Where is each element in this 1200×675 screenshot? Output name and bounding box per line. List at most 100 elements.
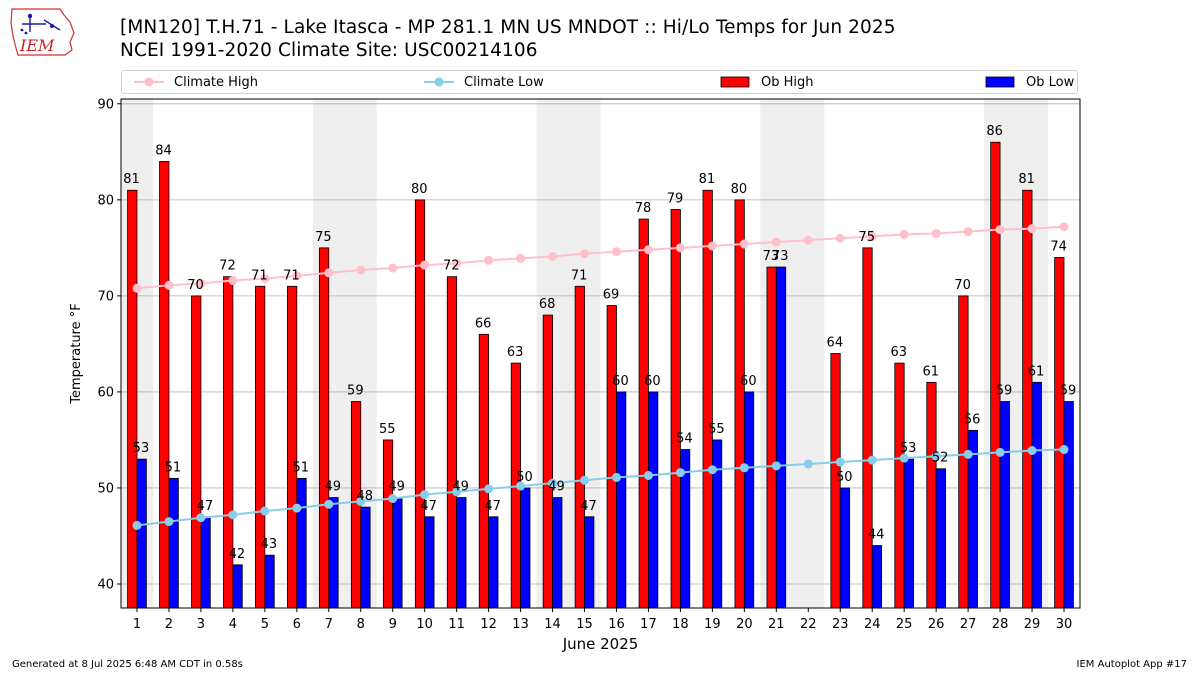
bar-ob-low-8 xyxy=(360,506,371,609)
legend-label-climate-high: Climate High xyxy=(174,75,259,90)
bar-ob-high-11 xyxy=(446,276,458,609)
label-ob-high-16: 69 xyxy=(603,287,620,302)
point-climate-high-20 xyxy=(739,239,749,249)
label-ob-low-5: 43 xyxy=(261,537,278,552)
label-ob-low-7: 49 xyxy=(324,480,341,495)
xtick-label-12: 12 xyxy=(480,617,497,632)
bar-ob-high-2 xyxy=(159,161,170,609)
label-ob-low-2: 51 xyxy=(165,460,182,475)
point-climate-high-29 xyxy=(1027,224,1037,234)
label-ob-high-2: 84 xyxy=(155,143,172,158)
bar-ob-low-2 xyxy=(168,477,179,609)
label-ob-low-23: 50 xyxy=(836,470,853,485)
xtick-label-2: 2 xyxy=(165,617,173,632)
xtick-label-19: 19 xyxy=(704,617,721,632)
ytick-label-60: 60 xyxy=(97,385,114,400)
point-climate-low-14 xyxy=(548,478,558,488)
legend-label-ob-high: Ob High xyxy=(761,75,814,90)
bar-ob-low-30 xyxy=(1063,401,1074,609)
point-climate-low-25 xyxy=(899,453,909,463)
label-ob-low-29: 61 xyxy=(1028,364,1045,379)
xtick-label-21: 21 xyxy=(768,617,785,632)
bar-ob-low-4 xyxy=(232,564,243,609)
xtick-label-13: 13 xyxy=(512,617,529,632)
point-climate-low-26 xyxy=(931,451,941,461)
label-ob-low-27: 56 xyxy=(964,412,981,427)
footer-generated-text: Generated at 8 Jul 2025 6:48 AM CDT in 0… xyxy=(12,659,243,670)
bar-ob-high-28 xyxy=(990,141,1001,609)
label-ob-high-6: 71 xyxy=(283,268,300,283)
point-climate-low-30 xyxy=(1059,445,1069,455)
point-climate-high-5 xyxy=(260,274,270,284)
bar-ob-high-19 xyxy=(702,189,713,609)
point-climate-high-28 xyxy=(995,225,1005,235)
xtick-label-17: 17 xyxy=(640,617,657,632)
point-climate-high-22 xyxy=(803,235,813,245)
label-ob-high-28: 86 xyxy=(986,124,1003,139)
label-ob-high-9: 55 xyxy=(379,422,396,437)
label-ob-low-24: 44 xyxy=(868,528,885,543)
label-ob-low-9: 49 xyxy=(388,480,405,495)
label-ob-low-25: 53 xyxy=(900,441,917,456)
y-axis-label: Temperature °F xyxy=(69,303,84,404)
label-ob-high-8: 59 xyxy=(347,384,364,399)
plot-frame xyxy=(120,98,1081,609)
point-climate-low-11 xyxy=(452,487,462,497)
ytick-label-50: 50 xyxy=(97,481,114,496)
bar-ob-low-25 xyxy=(903,458,914,609)
ytick-label-90: 90 xyxy=(97,97,114,112)
bar-ob-low-11 xyxy=(456,497,467,609)
point-climate-low-16 xyxy=(611,472,621,482)
point-climate-low-3 xyxy=(196,513,206,523)
bar-ob-high-14 xyxy=(542,314,553,609)
xtick-label-8: 8 xyxy=(357,617,365,632)
bar-ob-low-29 xyxy=(1031,381,1042,609)
xtick-label-10: 10 xyxy=(416,617,433,632)
label-ob-low-21: 73 xyxy=(772,249,789,264)
point-climate-high-3 xyxy=(196,278,206,288)
line-climate-high xyxy=(136,225,1065,290)
point-climate-high-25 xyxy=(899,229,909,239)
xtick-label-6: 6 xyxy=(293,617,301,632)
point-climate-high-15 xyxy=(580,249,590,259)
bar-ob-high-24 xyxy=(862,247,873,609)
bar-ob-high-25 xyxy=(894,362,905,609)
point-climate-low-12 xyxy=(484,484,494,494)
point-climate-high-13 xyxy=(516,253,526,263)
label-ob-low-4: 42 xyxy=(229,547,246,562)
xtick-label-23: 23 xyxy=(832,617,849,632)
bar-ob-low-26 xyxy=(935,468,946,609)
xtick-label-26: 26 xyxy=(928,617,945,632)
bar-ob-high-21 xyxy=(766,266,777,609)
label-ob-low-3: 47 xyxy=(197,499,214,514)
label-ob-low-14: 49 xyxy=(548,480,565,495)
point-climate-high-19 xyxy=(707,241,717,251)
bar-ob-low-6 xyxy=(296,477,307,609)
point-climate-low-8 xyxy=(356,496,366,506)
point-climate-low-23 xyxy=(835,457,845,467)
point-climate-high-6 xyxy=(292,271,302,281)
label-ob-low-20: 60 xyxy=(740,374,757,389)
point-climate-high-11 xyxy=(452,258,462,268)
label-ob-low-16: 60 xyxy=(612,374,629,389)
xtick-label-27: 27 xyxy=(960,617,977,632)
label-ob-low-6: 51 xyxy=(293,460,310,475)
label-ob-high-10: 80 xyxy=(411,182,428,197)
ytick-label-40: 40 xyxy=(97,577,114,592)
point-climate-low-29 xyxy=(1027,445,1037,455)
label-ob-high-18: 79 xyxy=(667,191,684,206)
chart-title: [MN120] T.H.71 - Lake Itasca - MP 281.1 … xyxy=(120,17,896,38)
xtick-label-7: 7 xyxy=(325,617,333,632)
label-ob-low-28: 59 xyxy=(996,384,1013,399)
bar-ob-low-9 xyxy=(392,497,403,609)
bar-ob-high-9 xyxy=(382,439,394,609)
xtick-label-5: 5 xyxy=(261,617,269,632)
label-ob-high-23: 64 xyxy=(827,336,844,351)
footer-app-label: IEM Autoplot App #17 xyxy=(1076,659,1187,670)
point-climate-low-7 xyxy=(324,499,334,509)
label-ob-high-4: 72 xyxy=(219,259,236,274)
bar-ob-low-17 xyxy=(648,391,659,609)
bar-ob-high-17 xyxy=(638,218,649,609)
label-ob-high-15: 71 xyxy=(571,268,588,283)
